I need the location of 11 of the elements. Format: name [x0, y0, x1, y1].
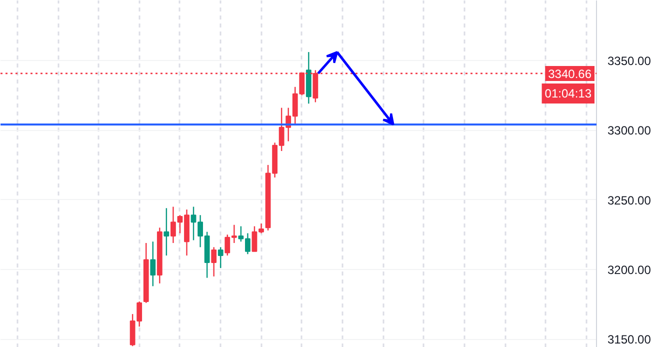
- y-tick-label: 3250.00: [608, 193, 652, 208]
- y-tick-label: 3200.00: [608, 262, 652, 277]
- candlestick: [211, 246, 217, 278]
- ref-line-label: 3340.66: [548, 66, 592, 81]
- candlestick: [218, 246, 224, 269]
- y-tick-label: 3150.00: [608, 332, 652, 347]
- candlestick: [150, 240, 156, 287]
- y-tick-label: 3350.00: [608, 54, 652, 68]
- candlestick: [164, 208, 170, 256]
- annotation: 01:04:13: [544, 86, 592, 100]
- y-tick-label: 3300.00: [608, 124, 652, 138]
